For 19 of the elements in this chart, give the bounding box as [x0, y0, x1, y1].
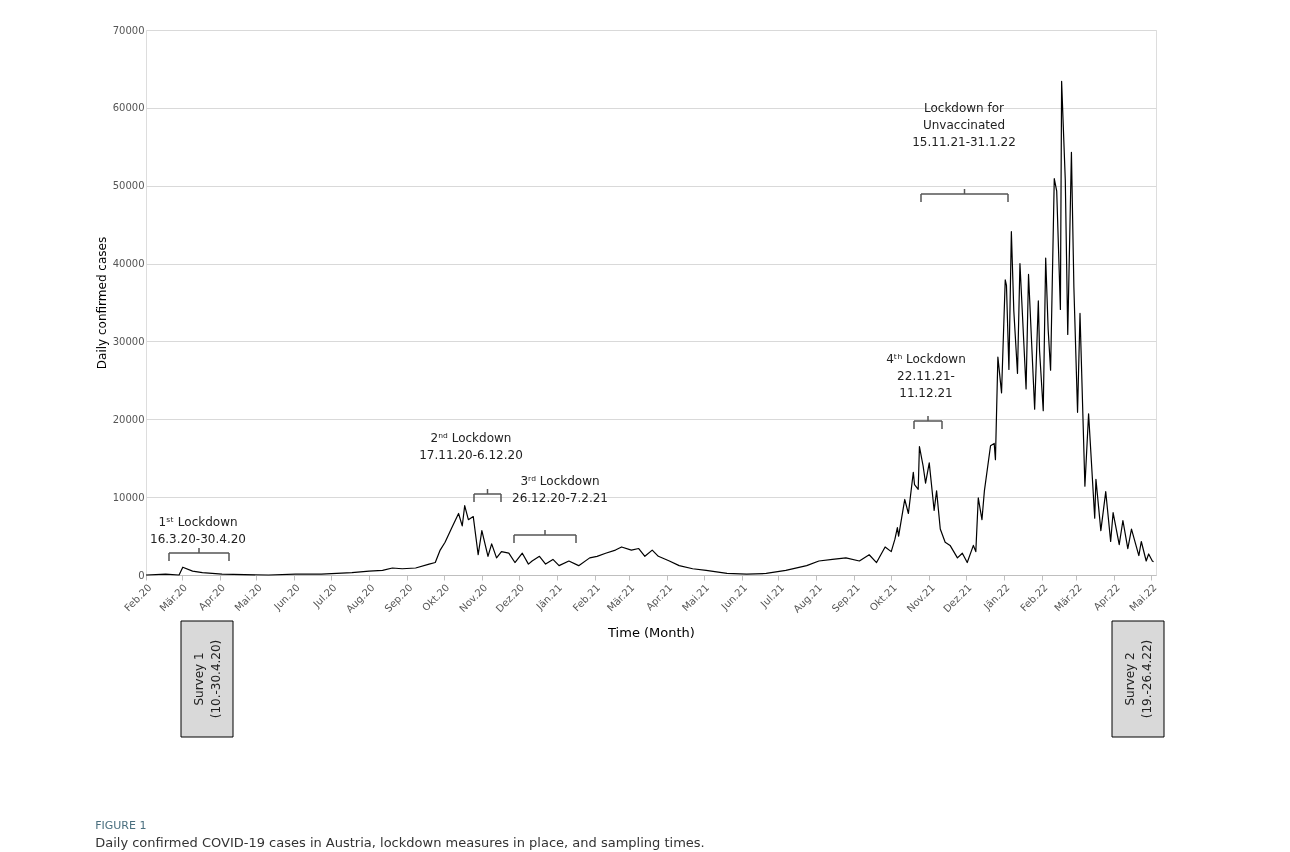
- y-tick-label: 20000: [112, 413, 145, 425]
- y-tick-label: 30000: [112, 335, 145, 347]
- annotation: 2ⁿᵈ Lockdown 17.11.20-6.12.20: [419, 431, 523, 462]
- y-tick-label: 0: [138, 569, 145, 581]
- y-tick-label: 40000: [112, 258, 145, 270]
- annotation: 3ʳᵈ Lockdown 26.12.20-7.2.21: [512, 474, 608, 505]
- annotation: 1ˢᵗ Lockdown 16.3.20-30.4.20: [150, 515, 246, 546]
- y-tick-label: 60000: [112, 102, 145, 114]
- y-axis-title: Daily confirmed cases: [94, 236, 109, 370]
- text: Survey 1 (10.-30.4.20): [192, 639, 223, 719]
- annotation: 4ᵗʰ Lockdown 22.11.21- 11.12.21: [886, 352, 966, 400]
- y-tick-label: 10000: [112, 491, 145, 503]
- text: Survey 2 (19.-26.4.22): [1123, 639, 1154, 719]
- y-tick-label: 50000: [112, 180, 145, 192]
- text: FIGURE 1: [95, 818, 147, 832]
- annotation: Lockdown for Unvaccinated 15.11.21-31.1.22: [912, 101, 1016, 149]
- text: Daily confirmed COVID-19 cases in Austria, lockdown measures in place, and sampling times.: [95, 834, 705, 850]
- y-tick-label: 70000: [112, 24, 145, 36]
- x-axis-title: Time (Month): [607, 624, 695, 640]
